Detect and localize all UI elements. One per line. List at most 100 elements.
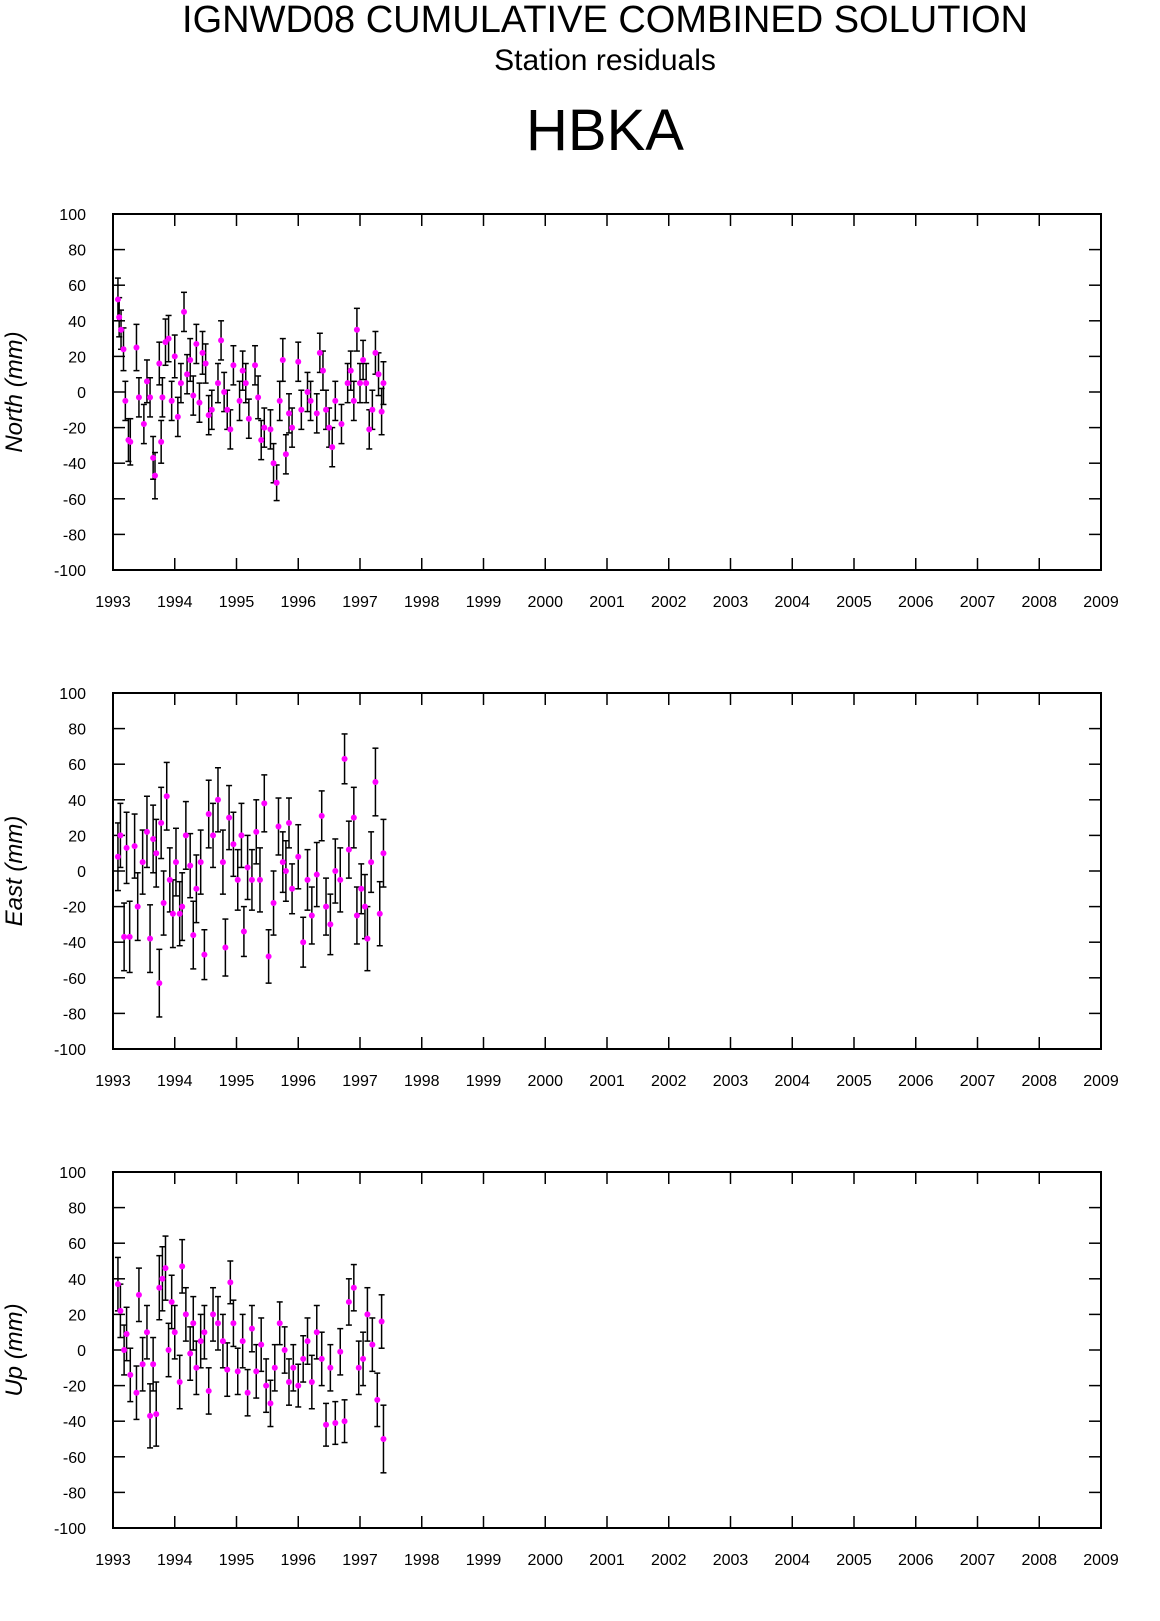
point <box>158 819 165 826</box>
y-tick-label: 60 <box>68 757 86 774</box>
x-tick-label: 2009 <box>1083 594 1119 611</box>
point <box>323 1421 330 1428</box>
x-tick-label: 1999 <box>466 1073 502 1090</box>
point <box>270 900 277 907</box>
point <box>214 796 221 803</box>
point <box>372 779 379 785</box>
point <box>168 1298 175 1305</box>
point <box>139 1361 146 1368</box>
plot-frame <box>112 692 1102 1050</box>
x-tick-label: 2006 <box>898 1073 934 1090</box>
point <box>261 800 268 807</box>
point <box>197 1338 204 1345</box>
point <box>219 859 226 866</box>
point <box>201 1329 208 1336</box>
point <box>267 1400 274 1407</box>
x-tick-label: 1998 <box>404 594 440 611</box>
point <box>318 812 325 819</box>
y-tick-label: -60 <box>63 1450 86 1467</box>
point <box>323 903 330 910</box>
point <box>304 1338 311 1345</box>
point <box>205 412 212 419</box>
point <box>176 1379 183 1386</box>
x-tick-label: 1993 <box>95 1552 131 1569</box>
point <box>290 1364 297 1371</box>
point <box>341 1418 348 1425</box>
point <box>118 326 125 333</box>
point <box>323 406 330 413</box>
point <box>261 424 268 431</box>
x-tick-label: 1999 <box>466 1552 502 1569</box>
point <box>258 437 265 444</box>
point <box>117 832 124 839</box>
point <box>355 1364 362 1371</box>
point <box>253 1368 260 1375</box>
point <box>239 1338 246 1345</box>
point <box>285 410 292 417</box>
x-tick-label: 1997 <box>342 1073 378 1090</box>
point <box>327 921 334 928</box>
point <box>187 862 194 869</box>
point <box>332 868 339 874</box>
x-tick-label: 2006 <box>898 594 934 611</box>
y-tick-label: -20 <box>63 900 86 917</box>
point <box>313 871 320 878</box>
x-tick-label: 2003 <box>713 594 749 611</box>
point <box>276 397 283 404</box>
point <box>179 1263 186 1270</box>
y-tick-label: 20 <box>68 828 86 845</box>
y-tick-label: -60 <box>63 492 86 509</box>
point <box>313 410 320 417</box>
point <box>345 846 352 853</box>
point <box>285 819 292 826</box>
point <box>187 1350 194 1357</box>
point <box>127 438 134 445</box>
point <box>267 426 274 433</box>
point <box>133 344 140 351</box>
x-tick-label: 2003 <box>713 1073 749 1090</box>
point <box>202 360 209 367</box>
point <box>364 1311 371 1318</box>
point <box>197 859 204 866</box>
point <box>219 1338 226 1345</box>
point <box>143 828 150 835</box>
y-axis-label: North (mm) <box>1 331 28 452</box>
point <box>332 1419 339 1426</box>
point <box>316 349 323 356</box>
point <box>187 356 194 363</box>
x-tick-label: 2008 <box>1021 594 1057 611</box>
point <box>151 472 158 479</box>
point <box>239 367 246 374</box>
y-tick-label: 40 <box>68 793 86 810</box>
point <box>295 1382 302 1389</box>
point <box>156 980 163 987</box>
y-tick-label: 80 <box>68 1201 86 1218</box>
point <box>230 1320 237 1327</box>
point <box>165 335 172 342</box>
point <box>205 1387 212 1394</box>
point <box>350 814 357 821</box>
point <box>234 876 241 883</box>
x-tick-label: 2004 <box>774 1552 810 1569</box>
point <box>114 296 121 303</box>
y-tick-label: -20 <box>63 421 86 438</box>
point <box>166 876 173 883</box>
point <box>244 1389 251 1396</box>
point <box>159 394 166 401</box>
point <box>360 1355 367 1362</box>
plot-frame <box>112 213 1102 571</box>
point <box>134 903 141 910</box>
point <box>300 939 307 946</box>
point <box>345 1298 352 1305</box>
point <box>135 1291 142 1298</box>
point <box>190 392 197 399</box>
x-tick-label: 2000 <box>527 1552 563 1569</box>
point <box>282 868 289 874</box>
x-tick-label: 2005 <box>836 1073 872 1090</box>
point <box>327 1364 334 1371</box>
point <box>227 1279 234 1286</box>
point <box>226 814 233 821</box>
point <box>193 1364 200 1371</box>
point <box>378 1318 385 1325</box>
